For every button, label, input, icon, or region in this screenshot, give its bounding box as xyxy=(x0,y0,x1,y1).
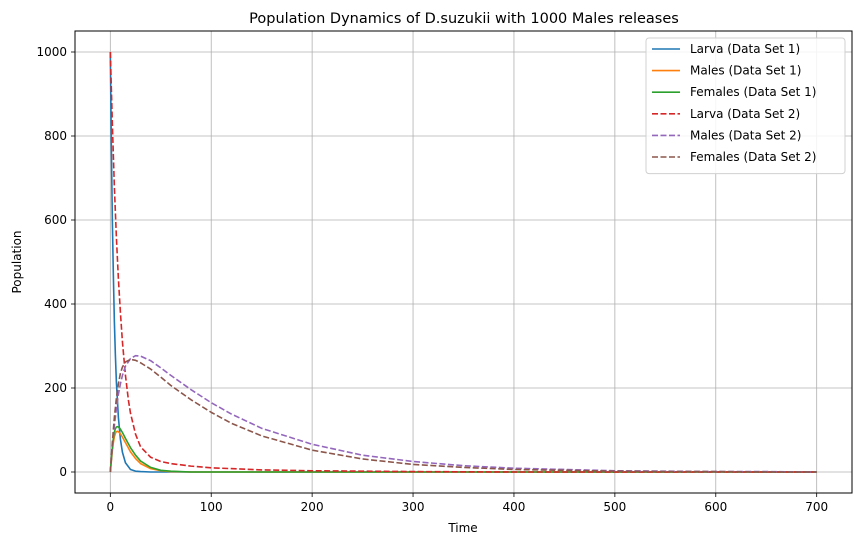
legend-box xyxy=(645,37,846,175)
x-axis-label: Time xyxy=(447,521,477,535)
legend: Larva (Data Set 1) Males (Data Set 1) Fema… xyxy=(645,37,846,175)
legend-label: Males (Data Set 2) xyxy=(690,128,801,142)
y-axis-label: Population xyxy=(10,230,24,293)
x-tick-label: 700 xyxy=(805,500,828,514)
series-line-males-data-set-2 xyxy=(109,354,817,473)
y-tick-label: 1000 xyxy=(36,45,67,59)
y-tick-label: 800 xyxy=(44,129,67,143)
y-tick-label: 600 xyxy=(44,213,67,227)
y-tick-label: 200 xyxy=(44,381,67,395)
x-tick-label: 500 xyxy=(603,500,626,514)
series-line-females-data-set-1 xyxy=(109,425,817,473)
x-tick-label: 200 xyxy=(301,500,324,514)
plot-frame xyxy=(74,30,853,494)
series-line-females-data-set-2 xyxy=(109,358,817,473)
chart-title: Population Dynamics of D.suzukii with 10… xyxy=(249,11,679,27)
series-line-larva-data-set-2 xyxy=(109,51,817,473)
y-tick-label: 0 xyxy=(59,465,67,479)
legend-label: Larva (Data Set 1) xyxy=(690,42,800,56)
legend-label: Larva (Data Set 2) xyxy=(690,107,800,121)
legend-label: Females (Data Set 2) xyxy=(690,150,816,164)
x-tick-label: 300 xyxy=(402,500,425,514)
x-tick-label: 0 xyxy=(106,500,114,514)
axes: 0 100 200 300 400 500 600 700 0 200 400 600 800 1000 xyxy=(36,45,828,514)
x-tick-label: 400 xyxy=(503,500,526,514)
x-tick-label: 100 xyxy=(200,500,223,514)
legend-label: Females (Data Set 1) xyxy=(690,85,816,99)
legend-label: Males (Data Set 1) xyxy=(690,64,801,78)
x-tick-label: 600 xyxy=(704,500,727,514)
y-tick-label: 400 xyxy=(44,297,67,311)
series-layer xyxy=(109,51,817,473)
